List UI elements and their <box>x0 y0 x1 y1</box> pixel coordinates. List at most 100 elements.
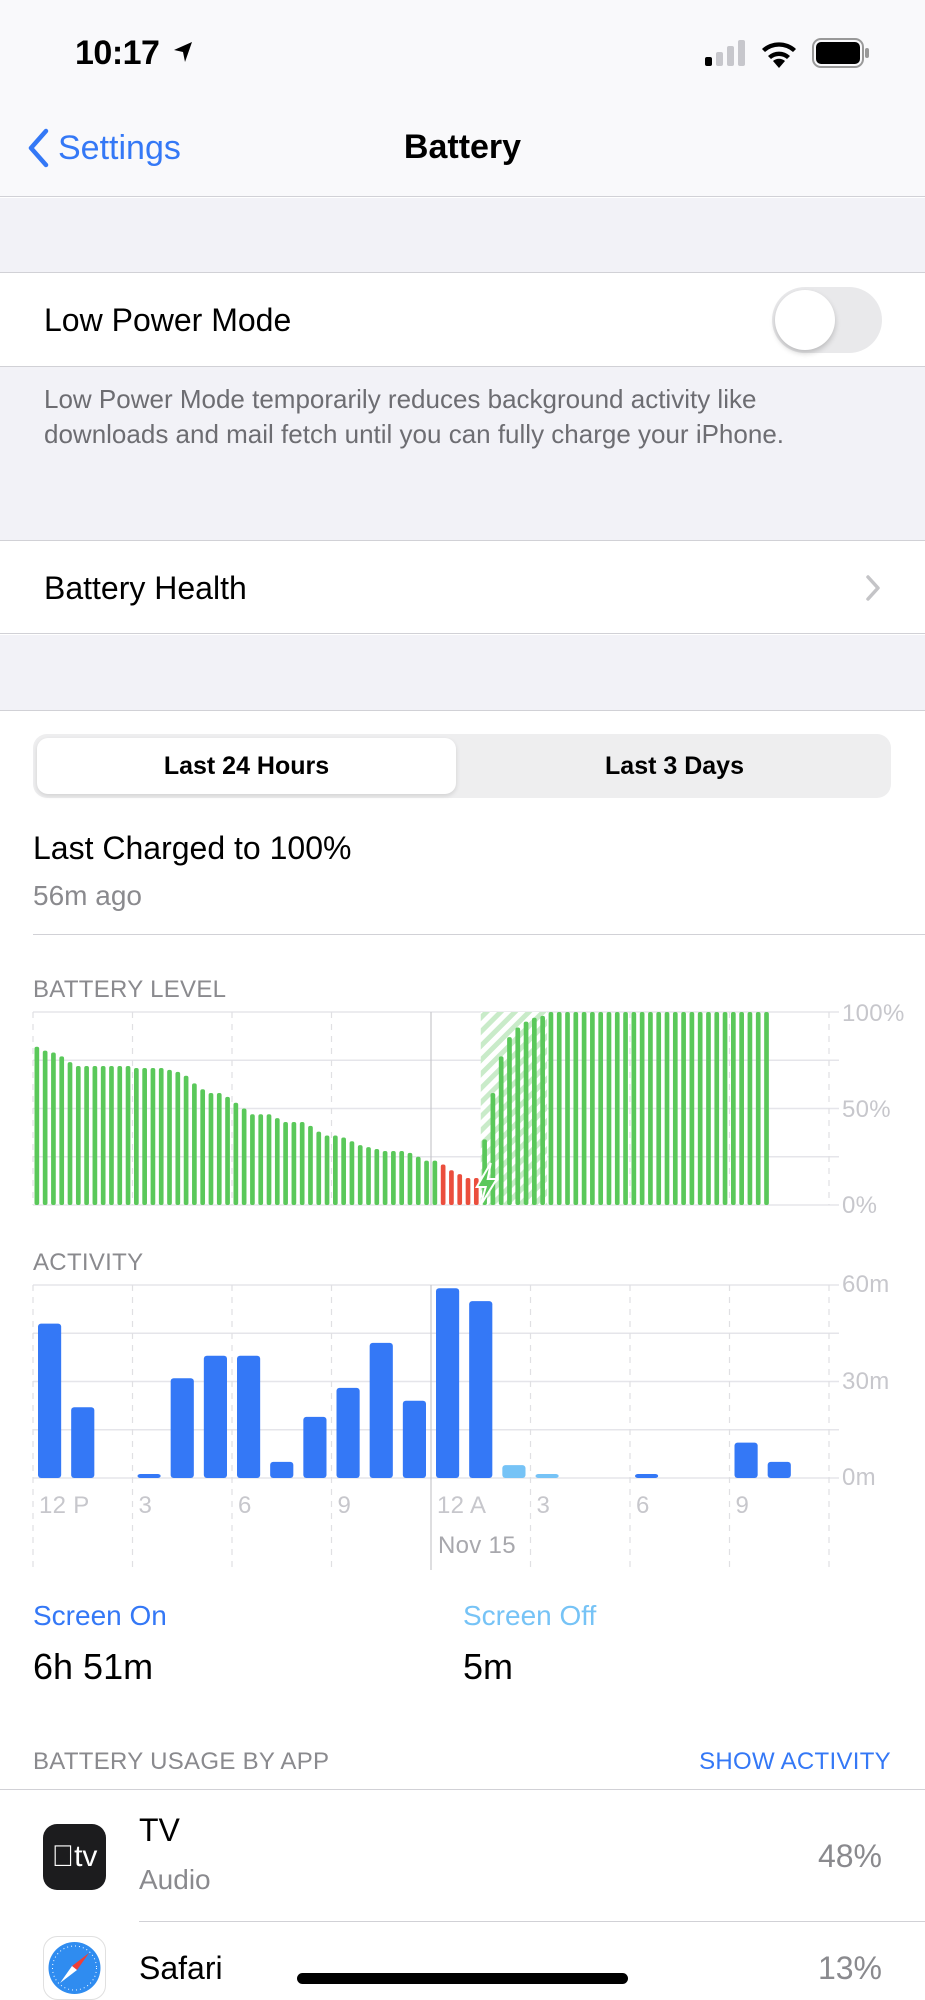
tab-last-3-days[interactable]: Last 3 Days <box>605 751 744 780</box>
battery-bar <box>382 1150 388 1205</box>
battery-bar <box>631 1012 637 1205</box>
battery-bar <box>689 1012 695 1205</box>
app-name: Safari <box>139 1950 223 1986</box>
y-tick-label: 50% <box>842 1096 891 1123</box>
location-arrow-icon <box>174 42 192 62</box>
battery-bar <box>225 1096 230 1205</box>
battery-bar <box>590 1012 595 1205</box>
divider <box>33 934 925 935</box>
battery-bar <box>183 1075 189 1205</box>
battery-bar <box>67 1062 73 1205</box>
battery-bar <box>540 1015 545 1205</box>
battery-bar <box>672 1012 678 1205</box>
divider <box>0 1789 925 1790</box>
safari-compass-icon <box>43 1936 106 2000</box>
divider <box>139 1921 925 1922</box>
battery-bar <box>614 1012 620 1205</box>
apple-tv-icon: tv <box>43 1824 106 1890</box>
y-tick-label: 0% <box>842 1192 878 1219</box>
battery-bar <box>399 1150 405 1205</box>
battery-health-row[interactable] <box>0 540 925 634</box>
x-tick-label: 12 A <box>437 1492 487 1519</box>
x-tick-label: 6 <box>238 1492 252 1519</box>
battery-bar <box>415 1156 421 1205</box>
battery-bar <box>167 1069 172 1205</box>
screen-off-bar <box>502 1465 526 1478</box>
cellular-signal-icon <box>705 40 745 66</box>
battery-bar <box>573 1012 579 1205</box>
date-label: Nov 15 <box>438 1532 516 1559</box>
section-spacer <box>0 635 925 711</box>
screen-on-bar <box>734 1442 758 1478</box>
battery-bar <box>731 1012 736 1205</box>
app-row-tv[interactable] <box>0 1790 925 1921</box>
battery-bar <box>59 1056 65 1205</box>
tab-last-24-hours[interactable]: Last 24 Hours <box>37 738 456 794</box>
battery-bar <box>623 1012 628 1205</box>
charging-bolt-icon <box>475 1162 499 1206</box>
battery-bar <box>366 1147 371 1205</box>
screen-on-bar <box>336 1387 360 1478</box>
battery-bar <box>233 1102 239 1205</box>
battery-bar <box>51 1052 56 1205</box>
screen-on-bar <box>270 1461 294 1478</box>
show-activity-button[interactable]: SHOW ACTIVITY <box>699 1748 891 1775</box>
battery-bar <box>706 1012 711 1205</box>
battery-bar <box>465 1177 471 1205</box>
battery-bar <box>747 1012 753 1205</box>
screen-off-value: 5m <box>463 1646 514 1687</box>
x-tick-label: 6 <box>636 1492 650 1519</box>
battery-bar <box>664 1012 670 1205</box>
battery-bar <box>216 1093 222 1205</box>
low-power-row <box>0 272 925 367</box>
low-power-toggle[interactable] <box>772 287 882 353</box>
battery-bar <box>125 1066 131 1205</box>
battery-bar <box>374 1149 380 1205</box>
battery-bar <box>357 1145 363 1205</box>
wifi-icon <box>762 42 796 68</box>
screen-off-label: Screen Off <box>463 1600 597 1631</box>
battery-bar <box>714 1012 720 1205</box>
low-power-footnote: Low Power Mode temporarily reduces backg… <box>44 384 784 449</box>
app-name: TV <box>139 1812 180 1848</box>
app-percent: 48% <box>817 1838 882 1874</box>
battery-bar <box>473 1177 479 1205</box>
last-charged-ago: 56m ago <box>33 880 142 911</box>
battery-bar <box>432 1160 438 1205</box>
screen-on-bar <box>469 1301 493 1478</box>
battery-health-label: Battery Health <box>44 570 247 606</box>
battery-bar <box>681 1012 686 1205</box>
battery-bar <box>424 1160 429 1205</box>
battery-bar <box>75 1066 81 1205</box>
activity-chart <box>32 1284 839 1570</box>
chevron-left-icon <box>28 128 49 168</box>
battery-bar <box>556 1012 562 1205</box>
home-indicator[interactable] <box>297 1973 628 1984</box>
battery-bar <box>656 1012 662 1205</box>
activity-title: ACTIVITY <box>33 1249 144 1276</box>
battery-bar <box>639 1012 645 1205</box>
status-time: 10:17 <box>75 34 160 72</box>
battery-bar <box>291 1122 297 1205</box>
battery-bar <box>457 1174 463 1205</box>
battery-bar <box>324 1135 330 1205</box>
battery-bar <box>498 1056 504 1205</box>
battery-bar <box>764 1012 769 1205</box>
chevron-right-icon <box>866 575 880 601</box>
screen-on-bar <box>203 1355 227 1478</box>
battery-bar <box>34 1046 40 1205</box>
screen-on-label: Screen On <box>33 1600 167 1631</box>
y-tick-label: 0m <box>842 1464 876 1491</box>
battery-bar <box>523 1021 529 1205</box>
battery-bar <box>548 1012 554 1205</box>
battery-bar <box>739 1012 744 1205</box>
battery-bar <box>407 1152 413 1205</box>
battery-bar <box>349 1141 355 1205</box>
battery-bar <box>697 1012 703 1205</box>
battery-bar <box>316 1131 322 1205</box>
battery-bar <box>532 1017 537 1205</box>
screen-on-value: 6h 51m <box>33 1646 154 1687</box>
back-button[interactable]: Settings <box>26 128 181 168</box>
battery-bar <box>283 1122 288 1205</box>
battery-bar <box>200 1089 206 1205</box>
